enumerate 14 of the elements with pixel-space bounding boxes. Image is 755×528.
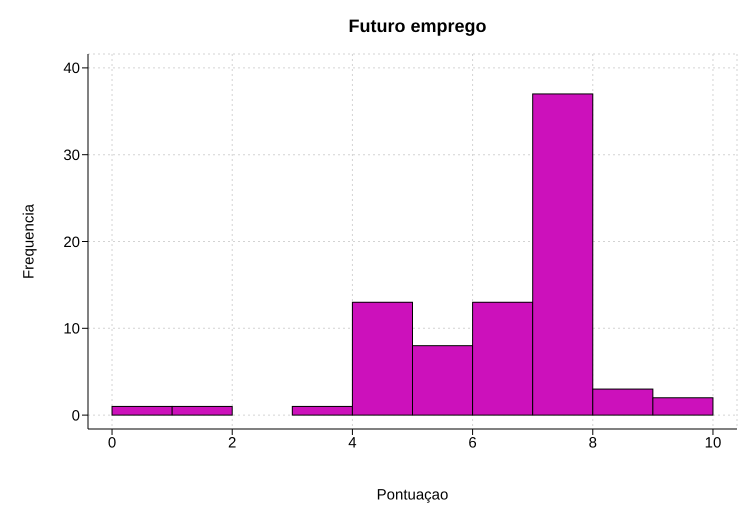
x-axis-title: Pontuaçao bbox=[376, 486, 448, 504]
chart-title: Futuro emprego bbox=[348, 15, 488, 38]
x-tick-label: 0 bbox=[108, 434, 116, 452]
x-tick-label: 10 bbox=[704, 434, 722, 452]
x-tick-label: 8 bbox=[588, 434, 597, 452]
y-tick-label: 10 bbox=[63, 320, 80, 338]
y-tick-label: 30 bbox=[63, 147, 80, 164]
y-tick-label: 0 bbox=[72, 407, 80, 424]
x-tick-label: 6 bbox=[468, 434, 477, 452]
x-tick-label: 4 bbox=[348, 434, 357, 452]
y-axis-title: Frequencia bbox=[20, 203, 38, 280]
x-tick-label: 2 bbox=[228, 434, 236, 452]
y-tick-label: 20 bbox=[63, 234, 80, 251]
y-tick-label: 40 bbox=[63, 60, 80, 78]
